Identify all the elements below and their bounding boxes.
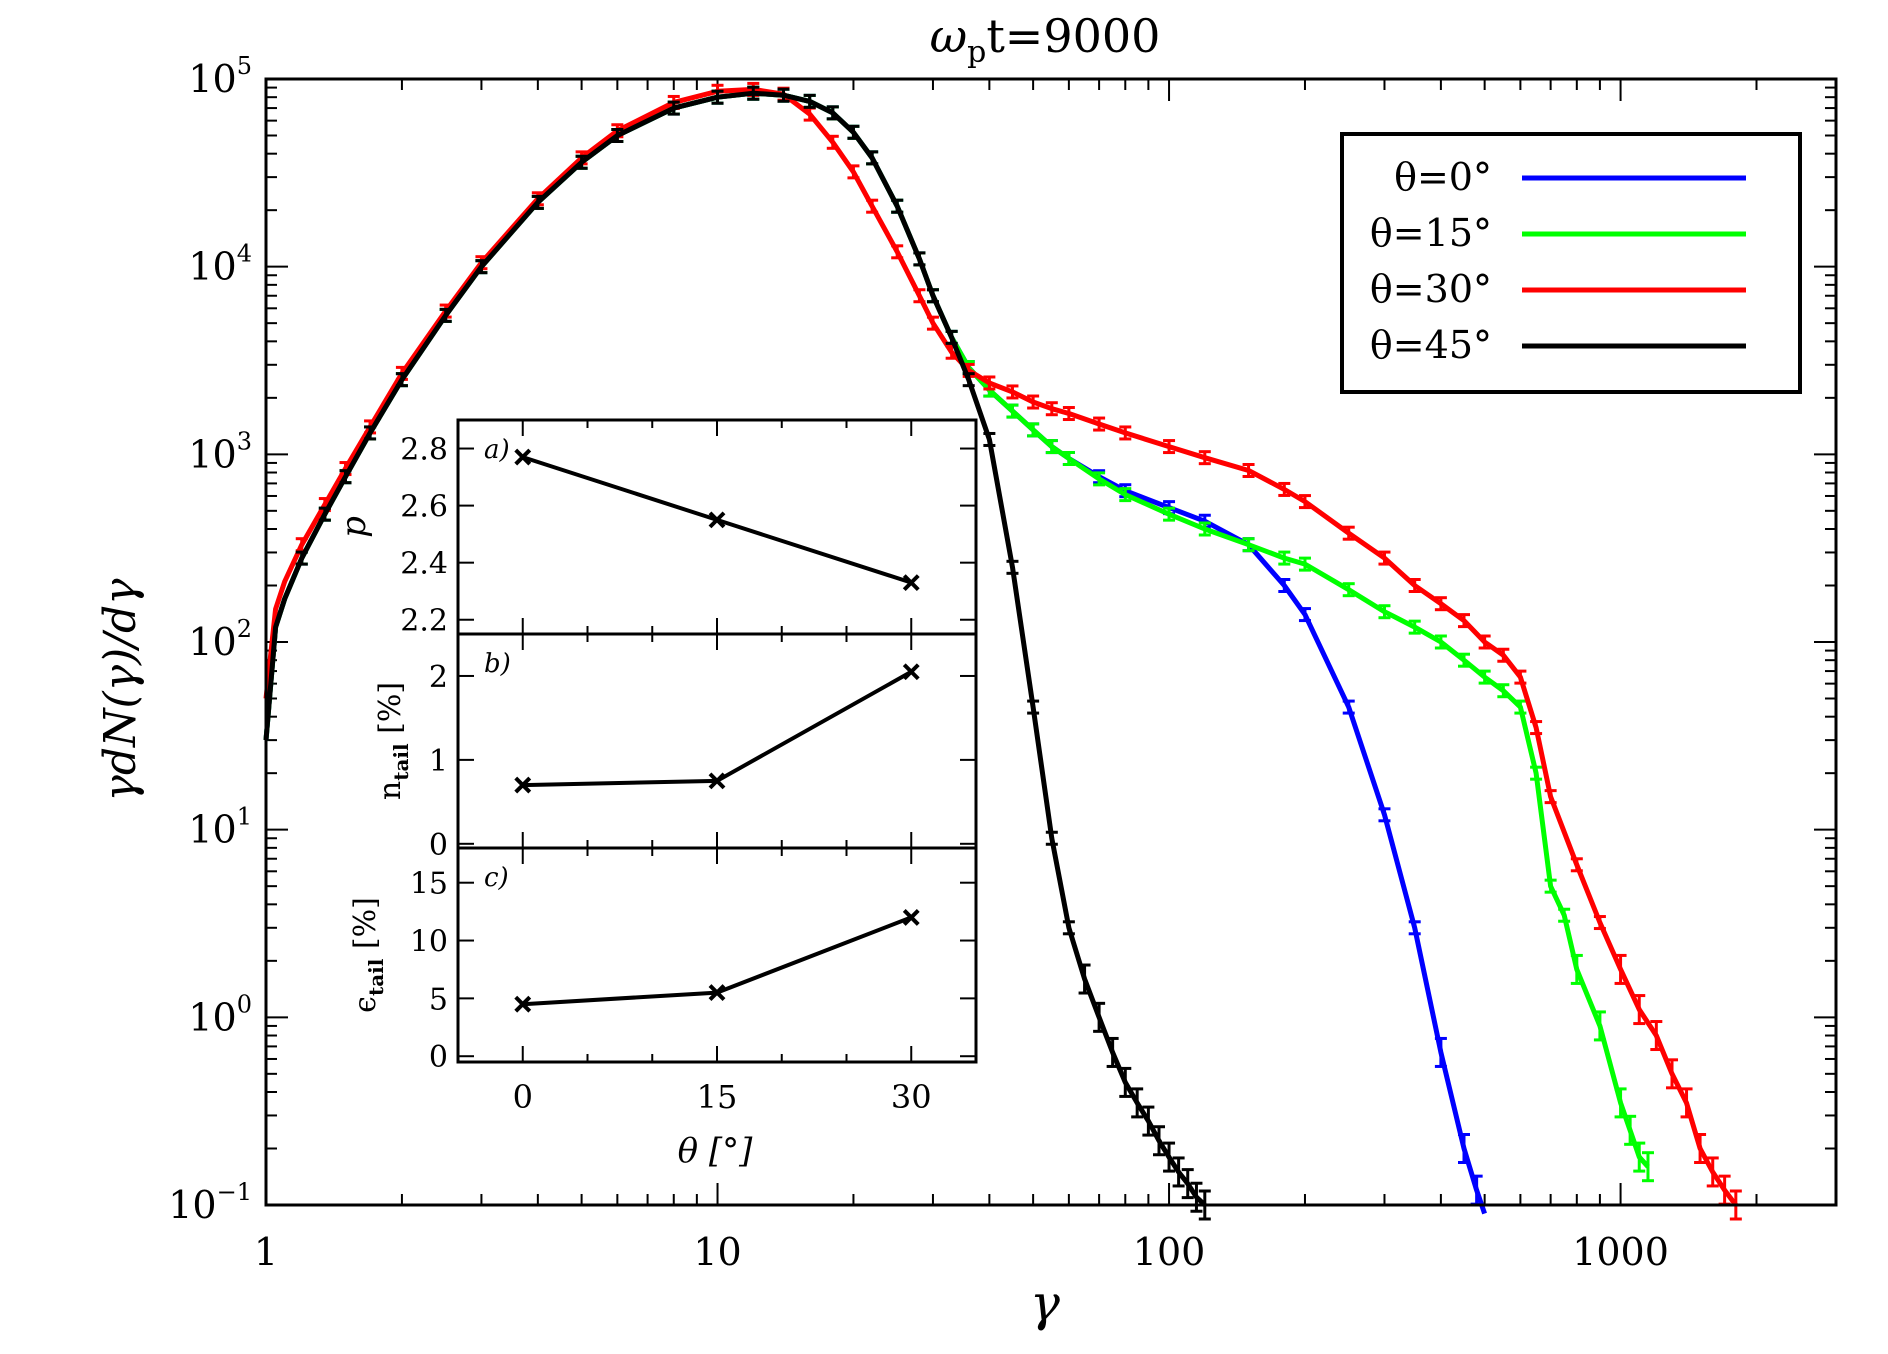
panel-b-y-label-sub: tail: [389, 743, 413, 781]
legend-label-2: θ=30°: [1370, 267, 1492, 311]
x-tick-label: 1000: [1572, 1230, 1669, 1274]
inset-y-tick-label: 2: [429, 660, 448, 695]
y-tick-label: 100: [188, 990, 252, 1039]
legend-label-1: θ=15°: [1370, 211, 1492, 255]
legend-entry-2: θ=30°: [1370, 267, 1746, 311]
legend-label-0: θ=0°: [1394, 155, 1492, 199]
inset-point-marker: [514, 995, 532, 1013]
inset-point-marker: [708, 984, 726, 1002]
inset-y-tick-label: 2.8: [400, 433, 448, 468]
legend-entry-0: θ=0°: [1394, 155, 1746, 199]
inset-y-tick-label: 2.2: [400, 604, 448, 639]
inset-y-tick-label: 5: [429, 982, 448, 1017]
legend-entry-3: θ=45°: [1370, 323, 1746, 367]
panel-c-y-label: ϵtail [%]: [348, 897, 388, 1013]
inset-y-tick-label: 0: [429, 1040, 448, 1075]
main-series: [263, 81, 1742, 1221]
y-tick-label: 103: [188, 427, 252, 476]
y-axis-label: γdN(γ)/dγ: [95, 578, 146, 802]
inset-x-axis-label: θ [°]: [678, 1131, 754, 1171]
inset-point-marker: [514, 448, 532, 466]
inset-point-marker: [902, 663, 920, 681]
chart-title: ωpt=9000: [930, 9, 1161, 70]
panel-b-y-label-main: n: [373, 781, 408, 800]
y-tick-label: 10−1: [168, 1178, 252, 1227]
inset-y-tick-label: 15: [410, 867, 448, 902]
inset-y-tick-label: 2.4: [400, 547, 448, 582]
inset-x-tick-label: 30: [891, 1078, 932, 1116]
inset-frame: [456, 418, 978, 1064]
panel-c-label: c): [484, 863, 509, 893]
x-axis-label: γ: [1030, 1274, 1060, 1332]
y-tick-label: 104: [188, 240, 252, 289]
chart-title-subscript: p: [967, 35, 986, 70]
y-tick-label: 101: [188, 803, 252, 852]
inset-x-tick-label: 15: [697, 1078, 738, 1116]
legend-entry-1: θ=15°: [1370, 211, 1746, 255]
x-tick-label: 100: [1133, 1230, 1206, 1274]
inset-y-tick-label: 10: [410, 925, 448, 960]
inset-point-marker: [902, 574, 920, 592]
panel-c-y-label-sub: tail: [364, 958, 388, 996]
inset-background: [458, 420, 976, 1062]
inset-y-tick-label: 2.6: [400, 490, 448, 525]
x-tick-label: 1: [254, 1230, 278, 1274]
panel-a-y-label: p: [334, 516, 374, 538]
inset-point-marker: [708, 772, 726, 790]
legend-label-3: θ=45°: [1370, 323, 1492, 367]
panel-b-y-label: ntail [%]: [373, 682, 413, 800]
inset-point-marker: [514, 776, 532, 794]
panel-c-y-label-suffix: [%]: [348, 897, 383, 958]
inset-y-tick-label: 1: [429, 744, 448, 779]
inset-y-tick-label: 0: [429, 828, 448, 863]
chart-title-suffix: t=9000: [986, 9, 1160, 63]
legend: θ=0° θ=15° θ=30° θ=45°: [1340, 132, 1802, 394]
chart-title-omega: ω: [930, 9, 968, 63]
panel-b-y-label-suffix: [%]: [373, 682, 408, 743]
y-tick-label: 105: [188, 52, 252, 101]
inset-x-tick-label: 0: [513, 1078, 533, 1116]
inset-content: 2.2 2.4 2.6 2.8 0 1 2 0 5 10 15 0 15 30: [400, 420, 977, 1116]
panel-a-label: a): [484, 435, 510, 465]
main-plot-frame: [264, 77, 1838, 1207]
y-tick-label: 102: [188, 615, 252, 664]
inset-point-marker: [708, 511, 726, 529]
x-tick-label: 10: [693, 1230, 741, 1274]
panel-c-y-label-main: ϵ: [348, 996, 383, 1013]
inset-point-marker: [902, 908, 920, 926]
panel-b-label: b): [484, 649, 511, 679]
